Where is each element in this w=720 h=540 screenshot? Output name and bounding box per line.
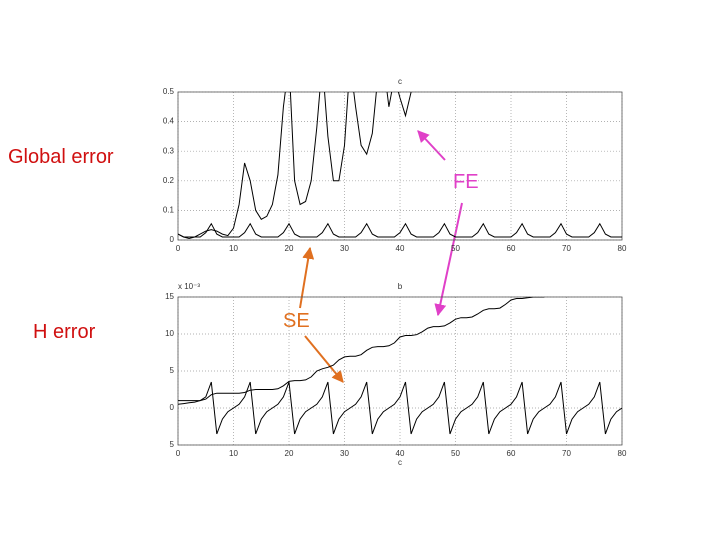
line-series [178,381,622,435]
axis-multiplier: x 10⁻³ [178,282,200,291]
x-tick-label: 20 [285,449,294,458]
arrow [417,130,446,161]
x-tick-label: 60 [507,449,516,458]
x-tick-label: 0 [176,449,181,458]
annotation: H error [33,321,96,343]
arrow [304,335,344,383]
arrow [434,202,463,317]
annotation: FE [453,171,479,193]
chart-title: c [398,77,402,86]
x-tick-label: 70 [562,244,571,253]
line-series [178,297,545,402]
x-tick-label: 50 [451,244,460,253]
y-tick-label: 0 [170,235,175,244]
y-tick-label: 0.3 [163,146,175,155]
x-tick-label: 20 [285,244,294,253]
chart-title: b [398,282,403,291]
y-tick-label: 0.2 [163,176,175,185]
x-tick-label: 40 [396,244,405,253]
x-tick-label: 10 [229,244,238,253]
x-tick-label: 0 [176,244,181,253]
y-tick-label: 0.5 [163,87,175,96]
plot-frame [177,91,623,241]
annotation: SE [283,310,310,332]
x-tick-label: 40 [396,449,405,458]
plot-frame [177,296,623,446]
x-tick-label: 80 [618,244,627,253]
x-tick-label: 80 [618,449,627,458]
y-tick-label: 0.4 [163,117,175,126]
x-tick-label: 60 [507,244,516,253]
x-tick-label: 30 [340,449,349,458]
x-tick-label: 70 [562,449,571,458]
x-tick-label: 10 [229,449,238,458]
y-tick-label: 5 [170,366,175,375]
x-tick-label: 30 [340,244,349,253]
y-tick-label: 10 [165,329,174,338]
x-tick-label: 50 [451,449,460,458]
y-tick-label: 0.1 [163,206,175,215]
y-tick-label: 15 [165,292,174,301]
annotation: Global error [8,146,114,168]
line-series [178,222,622,238]
arrow [299,246,315,309]
x-axis-label: c [398,458,402,467]
y-tick-label: 0 [170,403,175,412]
line-series [178,92,412,240]
y-tick-label: 5 [170,440,175,449]
